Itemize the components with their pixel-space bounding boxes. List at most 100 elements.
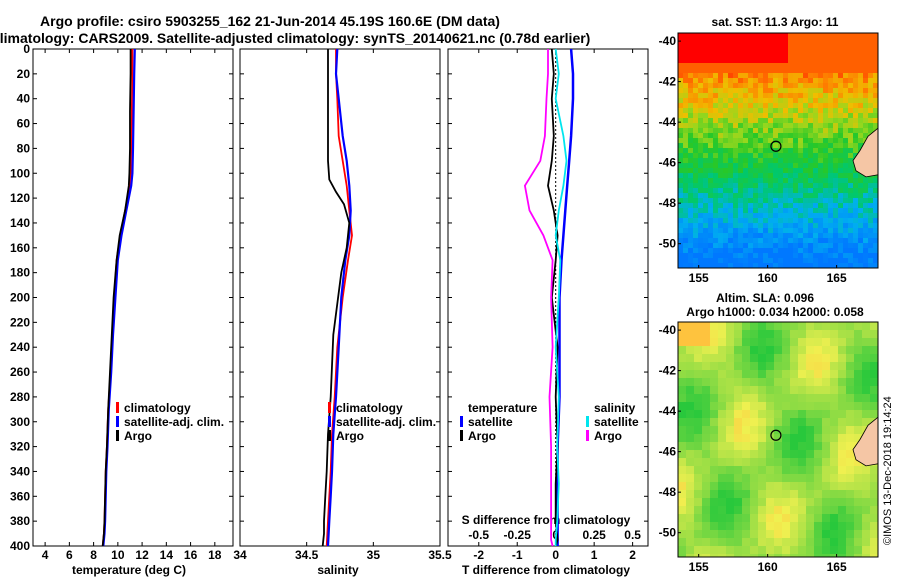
map-cell — [773, 163, 778, 168]
map-cell — [833, 223, 838, 228]
map-cell — [753, 263, 758, 268]
map-cell — [766, 362, 774, 370]
map-cell — [833, 203, 838, 208]
map-cell — [858, 228, 863, 233]
map-cell — [753, 108, 758, 113]
map-cell — [818, 128, 823, 133]
map-cell — [718, 258, 723, 263]
map-cell — [823, 93, 828, 98]
map-cell — [768, 228, 773, 233]
map-cell — [806, 346, 814, 354]
map-cell — [753, 203, 758, 208]
map-cell — [823, 118, 828, 123]
map-cell — [702, 498, 710, 506]
map-cell — [683, 143, 688, 148]
legend-label-argo: Argo — [336, 429, 364, 443]
map-cell — [758, 338, 766, 346]
map-cell — [870, 482, 878, 490]
map-cell — [768, 178, 773, 183]
map-cell — [782, 346, 790, 354]
map-cell — [738, 233, 743, 238]
map-cell — [783, 198, 788, 203]
map-cell — [813, 163, 818, 168]
map-cell — [702, 442, 710, 450]
map-cell — [854, 354, 862, 362]
map-cell — [848, 178, 853, 183]
map-cell — [693, 148, 698, 153]
map-cell — [728, 178, 733, 183]
map-cell — [798, 253, 803, 258]
map-cell — [774, 490, 782, 498]
map-cell — [868, 63, 873, 68]
map-cell — [773, 188, 778, 193]
map-cell — [688, 143, 693, 148]
map-x-tick-label: 160 — [758, 271, 778, 285]
map-cell — [778, 258, 783, 263]
map-cell — [688, 53, 693, 58]
map-cell — [748, 163, 753, 168]
map-cell — [846, 426, 854, 434]
legend-swatch-s-argo — [586, 430, 589, 441]
map-cell — [828, 173, 833, 178]
map-cell — [738, 198, 743, 203]
map-cell — [703, 198, 708, 203]
map-cell — [808, 178, 813, 183]
map-cell — [713, 163, 718, 168]
map-cell — [788, 223, 793, 228]
map-cell — [806, 474, 814, 482]
map-cell — [718, 554, 726, 557]
map-cell — [773, 48, 778, 53]
map-cell — [853, 238, 858, 243]
map-cell — [778, 248, 783, 253]
map-cell — [823, 173, 828, 178]
map-cell — [822, 330, 830, 338]
map-cell — [678, 68, 683, 73]
map-cell — [778, 108, 783, 113]
map-cell — [723, 58, 728, 63]
map-cell — [783, 253, 788, 258]
map-cell — [778, 78, 783, 83]
map-cell — [728, 208, 733, 213]
map-cell — [873, 38, 878, 43]
map-cell — [718, 370, 726, 378]
map-cell — [798, 228, 803, 233]
map-cell — [758, 88, 763, 93]
map-cell — [808, 253, 813, 258]
map-cell — [843, 108, 848, 113]
map-cell — [694, 442, 702, 450]
map-cell — [703, 183, 708, 188]
map-cell — [853, 153, 858, 158]
map-cell — [818, 183, 823, 188]
map-cell — [863, 133, 868, 138]
map-cell — [823, 33, 828, 38]
map-cell — [813, 193, 818, 198]
map-cell — [814, 466, 822, 474]
map-cell — [758, 183, 763, 188]
map-cell — [863, 258, 868, 263]
map-cell — [863, 93, 868, 98]
map-cell — [783, 103, 788, 108]
map-cell — [742, 458, 750, 466]
map-frame — [677, 32, 879, 269]
map-cell — [708, 108, 713, 113]
map-cell — [782, 426, 790, 434]
map-cell — [788, 228, 793, 233]
map-cell — [693, 138, 698, 143]
map-cell — [783, 143, 788, 148]
map-cell — [793, 233, 798, 238]
map-cell — [868, 38, 873, 43]
map-cell — [703, 213, 708, 218]
map-cell — [768, 43, 773, 48]
map-cell — [868, 78, 873, 83]
map-cell — [733, 133, 738, 138]
map-cell — [833, 63, 838, 68]
map-cell — [728, 43, 733, 48]
map-cell — [708, 198, 713, 203]
map-cell — [723, 78, 728, 83]
map-cell — [803, 258, 808, 263]
x-tick-label: 0 — [552, 548, 559, 562]
map-cell — [694, 458, 702, 466]
map-cell — [798, 410, 806, 418]
map-cell — [718, 198, 723, 203]
map-cell — [822, 386, 830, 394]
